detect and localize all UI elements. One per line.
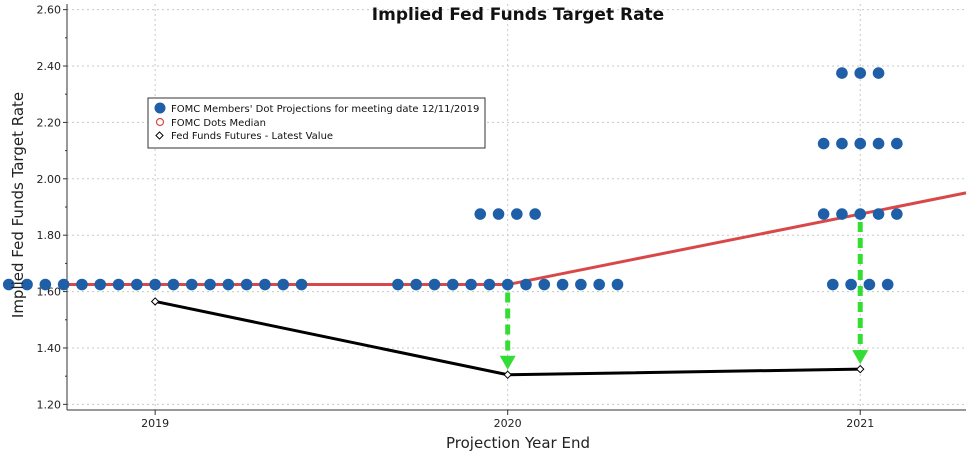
dot-projection <box>836 208 848 220</box>
legend: FOMC Members' Dot Projections for meetin… <box>147 97 486 149</box>
dot-projection <box>556 278 569 291</box>
dot-projection <box>76 278 88 291</box>
legend-label-futures: Fed Funds Futures - Latest Value <box>171 131 333 142</box>
dot-projection <box>817 137 830 150</box>
dot-projection <box>167 278 180 291</box>
median-layer <box>67 191 967 290</box>
dot-projection <box>872 137 885 150</box>
dot-projection <box>222 278 235 291</box>
legend-marker-dots <box>154 102 166 114</box>
green-arrow-head <box>852 350 869 365</box>
dot-projection <box>891 208 903 220</box>
dot-projection <box>428 278 441 291</box>
dot-projection <box>854 137 867 150</box>
dot-projection <box>501 278 514 291</box>
median-line <box>67 191 967 287</box>
dot-projection <box>112 278 125 291</box>
dot-projection <box>520 278 532 291</box>
x-axis-label: Projection Year End <box>446 434 590 452</box>
dot-projection <box>836 67 848 79</box>
dot-projection <box>836 137 848 150</box>
dot-projection <box>529 208 541 220</box>
dot-projection <box>240 278 253 291</box>
chart-title: Implied Fed Funds Target Rate <box>372 5 664 25</box>
dot-projection <box>575 278 587 291</box>
dot-projection <box>593 278 605 291</box>
dot-projection <box>204 278 216 291</box>
dot-projection <box>611 278 624 291</box>
green-arrow-head <box>499 355 516 370</box>
dot-projection <box>826 278 839 291</box>
y-tick-label: 2.20 <box>37 116 62 129</box>
futures-point <box>503 370 512 379</box>
dot-projection <box>872 67 885 79</box>
dot-projection <box>392 278 404 291</box>
dot-projection <box>881 278 894 291</box>
dot-projection <box>39 278 52 291</box>
dot-projection <box>259 278 271 291</box>
dot-projection <box>21 278 33 291</box>
x-ticks: 2019 2020 2021 <box>141 410 874 430</box>
arrows-layer <box>499 222 869 370</box>
grid-lines <box>67 4 966 410</box>
dot-projection <box>185 278 198 291</box>
y-tick-label: 2.60 <box>37 4 62 17</box>
futures-point <box>150 297 160 306</box>
dots-layer <box>2 67 903 291</box>
dot-projection <box>817 208 830 220</box>
dot-projection <box>511 208 523 220</box>
y-tick-label: 2.40 <box>37 60 62 73</box>
legend-label-dots: FOMC Members' Dot Projections for meetin… <box>171 104 479 115</box>
dot-projection <box>295 278 308 291</box>
y-tick-label: 1.40 <box>37 342 62 355</box>
y-tick-label: 1.80 <box>37 229 62 242</box>
dot-projection <box>854 67 867 79</box>
x-tick-label: 2020 <box>494 417 522 430</box>
dot-projection <box>538 278 551 291</box>
dot-projection <box>277 278 290 291</box>
x-tick-label: 2021 <box>846 417 874 430</box>
dot-projection <box>410 278 422 291</box>
y-axis-label: Implied Fed Funds Target Rate <box>9 92 27 318</box>
dot-projection <box>492 208 505 220</box>
y-tick-label: 1.20 <box>37 398 62 411</box>
dot-projection <box>94 278 107 291</box>
dot-projection <box>446 278 459 291</box>
y-ticks: 1.201.401.601.802.002.202.402.60 <box>37 4 67 411</box>
dot-projection <box>2 278 15 291</box>
x-tick-label: 2019 <box>141 417 169 430</box>
dot-projection <box>149 278 161 291</box>
legend-box <box>147 97 486 149</box>
dot-projection <box>465 278 477 291</box>
dot-projection <box>854 208 867 220</box>
dot-projection <box>474 208 487 220</box>
legend-marker-median <box>155 117 165 127</box>
dot-projection <box>891 137 903 150</box>
futures-layer <box>150 297 865 379</box>
dot-projection <box>483 278 496 291</box>
dot-projection <box>57 278 70 291</box>
dot-projection <box>863 278 876 291</box>
dot-projection <box>131 278 143 291</box>
futures-point <box>855 364 865 374</box>
dot-projection <box>845 278 857 291</box>
dot-projection <box>872 208 885 220</box>
y-tick-label: 2.00 <box>37 173 62 186</box>
legend-marker-futures <box>155 131 164 140</box>
legend-label-median: FOMC Dots Median <box>171 118 266 129</box>
